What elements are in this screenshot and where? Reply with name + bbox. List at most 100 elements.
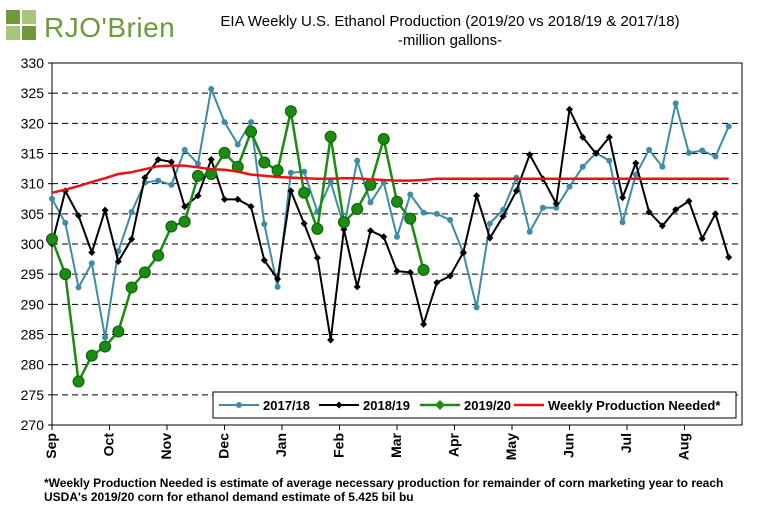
x-tick-label: Jul [618, 433, 634, 453]
data-point [473, 304, 480, 311]
y-tick-label: 295 [21, 266, 45, 282]
data-point [300, 219, 308, 228]
x-tick-label: Feb [331, 433, 347, 458]
data-point [46, 233, 58, 246]
data-point [566, 183, 573, 190]
legend-item: 2019/20 [420, 398, 511, 413]
chart-title-line2: -million gallons- [397, 32, 503, 49]
x-tick-label: Nov [158, 433, 174, 460]
data-point [393, 267, 401, 275]
data-point [725, 123, 732, 130]
data-point [698, 235, 706, 243]
data-point [394, 233, 400, 240]
data-point [220, 195, 229, 203]
data-point [420, 320, 428, 328]
data-point [579, 133, 587, 141]
y-tick-label: 270 [21, 417, 45, 433]
data-point [271, 164, 284, 177]
data-point [247, 203, 255, 211]
data-point [274, 275, 282, 283]
data-point [364, 178, 377, 191]
data-point [433, 210, 440, 217]
data-point [298, 186, 311, 199]
data-point [646, 146, 653, 153]
y-tick-label: 300 [21, 236, 45, 252]
data-point [367, 199, 374, 206]
data-point [619, 219, 626, 226]
data-point [420, 209, 427, 216]
data-point [685, 197, 693, 205]
x-tick-label: Mar [388, 432, 404, 457]
data-point [101, 206, 109, 214]
x-tick-label: Dec [216, 433, 232, 459]
y-tick-label: 320 [21, 115, 45, 131]
data-point [207, 155, 215, 164]
data-point [85, 349, 98, 362]
x-tick-label: Aug [676, 433, 692, 460]
data-point [552, 200, 560, 208]
data-point [473, 192, 481, 200]
rjo-brien-logo-icon [6, 10, 36, 40]
data-point [391, 195, 403, 208]
y-tick-label: 305 [21, 206, 45, 222]
series-2019-20 [46, 105, 430, 388]
data-point [114, 257, 122, 266]
data-point [221, 119, 228, 126]
series-line [51, 164, 729, 194]
legend-label: 2019/20 [464, 398, 511, 413]
data-point [605, 133, 613, 141]
series-line [51, 106, 730, 341]
data-point [712, 153, 719, 160]
data-point [194, 160, 201, 167]
data-point [327, 178, 334, 185]
data-point [324, 130, 337, 143]
line-chart: 270 275 280 285 290 295 300 305 310 315 320 325 330 S… [21, 55, 743, 460]
data-point [353, 283, 361, 291]
data-point [553, 204, 560, 211]
data-point [366, 227, 374, 235]
data-point [579, 163, 586, 170]
data-point [433, 279, 441, 287]
data-point [218, 146, 231, 159]
data-point [191, 169, 204, 182]
legend-label: 2017/18 [263, 398, 310, 413]
data-point [102, 334, 109, 341]
series-lines [46, 85, 733, 388]
data-point [181, 203, 189, 211]
data-point [404, 212, 417, 225]
y-tick-label: 325 [21, 85, 45, 101]
data-point [168, 181, 175, 188]
data-point [260, 256, 268, 264]
data-point [112, 325, 125, 338]
data-point [88, 260, 95, 267]
data-point [606, 157, 613, 164]
data-point [486, 234, 494, 242]
data-point [287, 169, 294, 176]
x-tick-label: Sep [43, 433, 59, 459]
y-tick-label: 330 [21, 55, 45, 71]
data-point [512, 187, 520, 195]
data-point [59, 268, 72, 281]
data-point [72, 375, 85, 388]
data-point [167, 158, 175, 166]
data-point [141, 174, 149, 182]
data-point [258, 156, 271, 169]
data-point [711, 210, 719, 218]
data-point [337, 216, 350, 229]
data-point [685, 149, 692, 156]
data-point [313, 254, 321, 262]
data-point [672, 206, 680, 214]
footnote: *Weekly Production Needed is estimate of… [44, 476, 724, 504]
legend-item: Weekly Production Needed* [514, 398, 721, 413]
data-point [128, 235, 136, 243]
data-point [459, 248, 467, 256]
data-point [245, 125, 258, 138]
grid [52, 92, 742, 396]
y-tick-label: 290 [21, 296, 45, 312]
data-point [351, 203, 364, 216]
data-point [632, 159, 640, 167]
chart-title: EIA Weekly U.S. Ethanol Production (2019… [160, 12, 740, 50]
chart-title-line1: EIA Weekly U.S. Ethanol Production (2019… [220, 13, 680, 30]
data-point [49, 195, 55, 202]
data-point [380, 233, 388, 241]
